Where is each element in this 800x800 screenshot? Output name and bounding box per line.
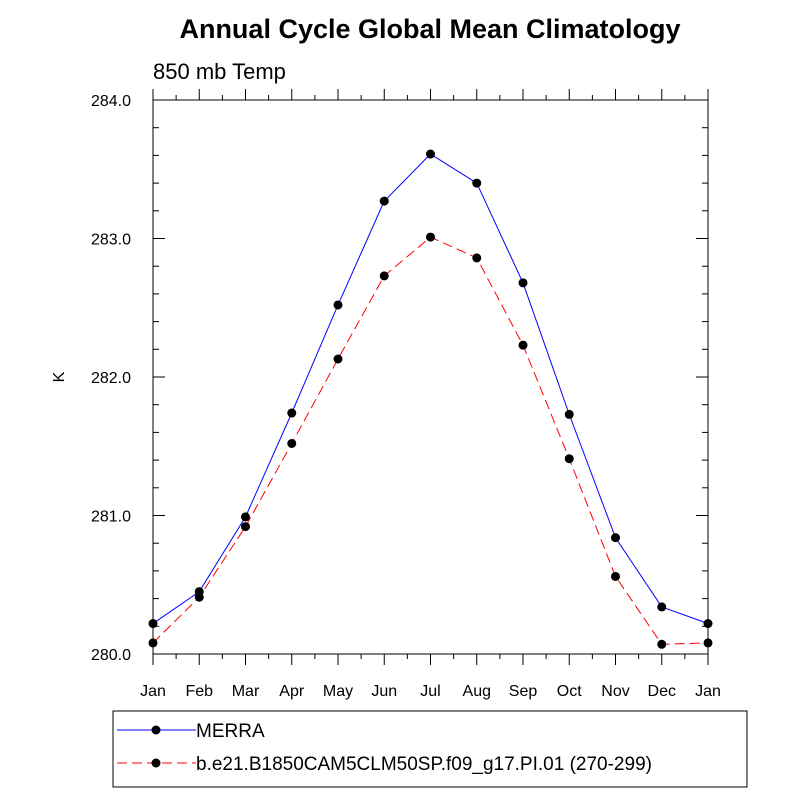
- axis-ticks: Jan Feb Mar Apr May Jun Jul Aug Sep Oct Nov Dec Jan 2…: [91, 89, 721, 700]
- series-2-point: [379, 271, 389, 281]
- x-tick-label: Dec: [648, 683, 676, 700]
- series-line-2: [152, 236, 709, 645]
- chart-title: Annual Cycle Global Mean Climatology: [179, 14, 680, 44]
- x-tick-label: Aug: [463, 683, 491, 700]
- legend-label-1: MERRA: [196, 721, 265, 742]
- series-1-point: [472, 178, 482, 188]
- y-tick-label: 282.0: [91, 370, 131, 387]
- x-tick-label: Jan: [140, 683, 166, 700]
- y-tick-label: 284.0: [91, 93, 131, 110]
- legend-marker-1: [151, 725, 161, 735]
- x-tick-label: Nov: [601, 683, 629, 700]
- series-2-point: [426, 232, 435, 242]
- series-1-point: [287, 408, 297, 418]
- series-2-point: [148, 638, 158, 648]
- series-1-point: [333, 300, 343, 310]
- y-tick-label: 281.0: [91, 509, 131, 526]
- x-tick-label: Jun: [371, 683, 397, 700]
- plot-frame: [152, 99, 709, 655]
- y-tick-label: 283.0: [91, 232, 131, 249]
- x-tick-label: Mar: [232, 683, 260, 700]
- series-1-point: [148, 619, 158, 629]
- series-2-point: [241, 522, 250, 532]
- series-1-point: [426, 149, 435, 159]
- series-1-point: [564, 409, 574, 419]
- series-line-1: [152, 153, 709, 625]
- x-tick-label: Feb: [185, 683, 213, 700]
- series-2-point: [287, 438, 297, 448]
- x-tick-label: Oct: [557, 683, 582, 700]
- series-2-point: [194, 592, 204, 602]
- series-2-point: [611, 571, 620, 581]
- series-layer: [148, 149, 713, 649]
- x-tick-label: May: [323, 683, 353, 700]
- series-1-point: [379, 196, 389, 206]
- series-2-point: [472, 253, 482, 263]
- series-1-point: [611, 533, 620, 543]
- series-2-point: [657, 639, 667, 649]
- chart-subtitle: 850 mb Temp: [153, 59, 286, 84]
- legend-entries: MERRA b.e21.B1850CAM5CLM50SP.f09_g17.PI.0…: [117, 721, 652, 775]
- series-2-point: [518, 340, 528, 350]
- series-1-point: [703, 619, 713, 629]
- x-tick-label: Apr: [279, 683, 305, 700]
- legend: MERRA b.e21.B1850CAM5CLM50SP.f09_g17.PI.0…: [112, 710, 748, 788]
- series-1-point: [518, 278, 528, 288]
- series-2-point: [564, 454, 574, 464]
- y-tick-label: 280.0: [91, 647, 131, 664]
- x-tick-label: Jul: [420, 683, 440, 700]
- series-2-point: [333, 354, 343, 364]
- x-tick-label: Jan: [695, 683, 721, 700]
- x-tick-label: Sep: [509, 683, 538, 700]
- series-2-point: [703, 638, 713, 648]
- legend-box: [112, 710, 748, 788]
- legend-label-2: b.e21.B1850CAM5CLM50SP.f09_g17.PI.01 (27…: [196, 754, 652, 775]
- legend-marker-2: [151, 758, 161, 768]
- series-1-point: [241, 512, 250, 522]
- series-1-point: [657, 602, 667, 612]
- y-axis-label: K: [51, 371, 68, 382]
